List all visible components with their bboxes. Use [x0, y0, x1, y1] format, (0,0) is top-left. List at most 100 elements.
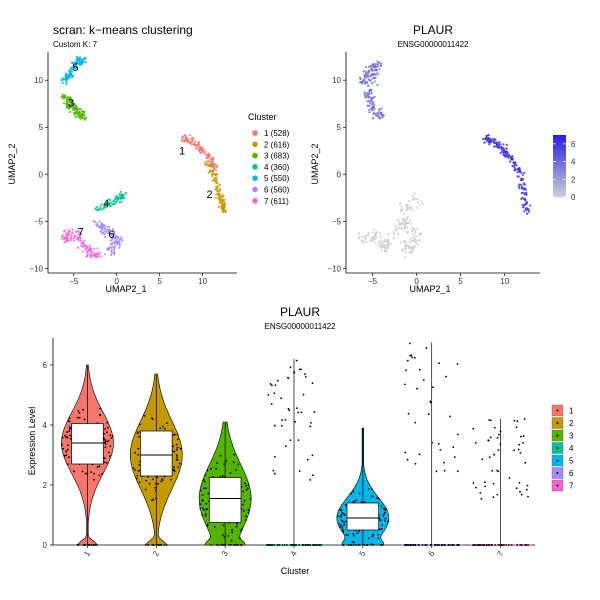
cluster-point — [216, 164, 219, 167]
data-point — [153, 544, 155, 546]
data-point — [271, 544, 274, 546]
data-point — [134, 451, 137, 454]
expression-point — [360, 239, 363, 242]
cluster-point — [83, 244, 86, 247]
expression-point — [407, 231, 410, 234]
colorbar-segment — [553, 168, 566, 172]
cluster-point — [73, 113, 76, 116]
expression-point — [485, 134, 488, 137]
cluster-point — [215, 193, 218, 196]
data-point — [363, 544, 366, 546]
x-tick-label: 10 — [500, 277, 509, 286]
data-point — [357, 544, 360, 546]
colorbar-segment — [553, 140, 566, 144]
expression-point — [412, 233, 416, 236]
expression-point — [402, 212, 405, 216]
data-point — [231, 529, 234, 531]
expression-point — [378, 112, 381, 115]
cluster-point — [65, 72, 68, 75]
expression-point — [362, 240, 365, 243]
expression-point — [500, 145, 503, 149]
data-point — [68, 434, 71, 437]
cluster-point — [61, 81, 64, 85]
cluster-point — [80, 115, 83, 118]
expression-point — [373, 80, 376, 83]
data-point — [68, 420, 71, 423]
data-point — [287, 377, 290, 380]
data-point — [157, 544, 160, 546]
data-point — [409, 342, 411, 345]
data-point — [356, 532, 359, 535]
colorbar-segment — [553, 142, 566, 146]
data-point — [526, 488, 528, 491]
data-point — [306, 458, 309, 461]
data-point — [347, 544, 350, 546]
data-point — [179, 447, 182, 450]
expression-point — [370, 67, 373, 70]
expression-point — [384, 243, 387, 246]
cluster-point — [92, 219, 95, 222]
cluster-point — [75, 106, 78, 109]
data-point — [147, 476, 150, 478]
cluster-point — [73, 67, 76, 70]
data-point — [456, 363, 459, 365]
plaur-umap-title: PLAUR — [413, 23, 453, 37]
cluster-point — [76, 246, 80, 249]
cluster-point — [111, 203, 114, 206]
data-point — [243, 499, 246, 502]
expression-point — [392, 237, 395, 240]
cluster-point — [212, 165, 215, 168]
expression-point — [377, 63, 380, 66]
violin-legend: 1 2 3 4 5 6 7 — [551, 404, 574, 492]
data-point — [368, 537, 370, 540]
data-point — [372, 544, 375, 546]
legend-key — [252, 152, 258, 159]
expression-point — [411, 208, 414, 211]
data-point — [289, 439, 292, 441]
data-point — [312, 474, 314, 477]
cluster-point — [84, 118, 87, 121]
cluster-point — [205, 163, 208, 166]
expression-point — [373, 112, 376, 115]
data-point — [449, 544, 452, 546]
data-point — [84, 472, 87, 475]
data-point — [161, 478, 164, 480]
cluster-point — [183, 134, 187, 137]
kmeans-cluster-labels: 1 2 3 4 5 6 7 — [68, 62, 212, 241]
data-point — [99, 413, 101, 416]
expression-point — [396, 232, 399, 235]
expression-point — [523, 210, 526, 213]
data-point — [173, 434, 175, 436]
cluster-point — [81, 250, 84, 253]
expression-point — [365, 80, 368, 83]
colorbar-segment — [553, 155, 566, 159]
cluster-point — [85, 255, 88, 258]
cluster-point — [113, 248, 116, 251]
data-point — [352, 534, 355, 537]
expression-point — [371, 236, 374, 239]
data-point — [139, 423, 141, 426]
plaur-umap-y-axis-label: UMAP2_2 — [310, 143, 320, 184]
data-point — [205, 502, 208, 505]
data-point — [381, 528, 383, 531]
cluster-point — [181, 136, 184, 139]
expression-point — [378, 232, 381, 235]
colorbar-segment — [553, 150, 566, 154]
expression-point — [364, 94, 367, 98]
data-point — [457, 433, 459, 436]
data-point — [418, 453, 421, 456]
data-point — [202, 507, 204, 510]
expression-point — [505, 147, 508, 150]
expression-point — [370, 91, 373, 95]
expression-point — [412, 227, 415, 230]
expression-point — [415, 235, 418, 238]
cluster-point — [100, 227, 103, 230]
expression-point — [386, 243, 389, 247]
expression-point — [513, 169, 516, 172]
data-point — [422, 379, 425, 381]
cluster-point — [181, 139, 184, 142]
legend-entry: 4 — [569, 444, 574, 453]
data-point — [445, 375, 447, 378]
data-point — [283, 544, 286, 546]
expression-point — [416, 243, 419, 246]
